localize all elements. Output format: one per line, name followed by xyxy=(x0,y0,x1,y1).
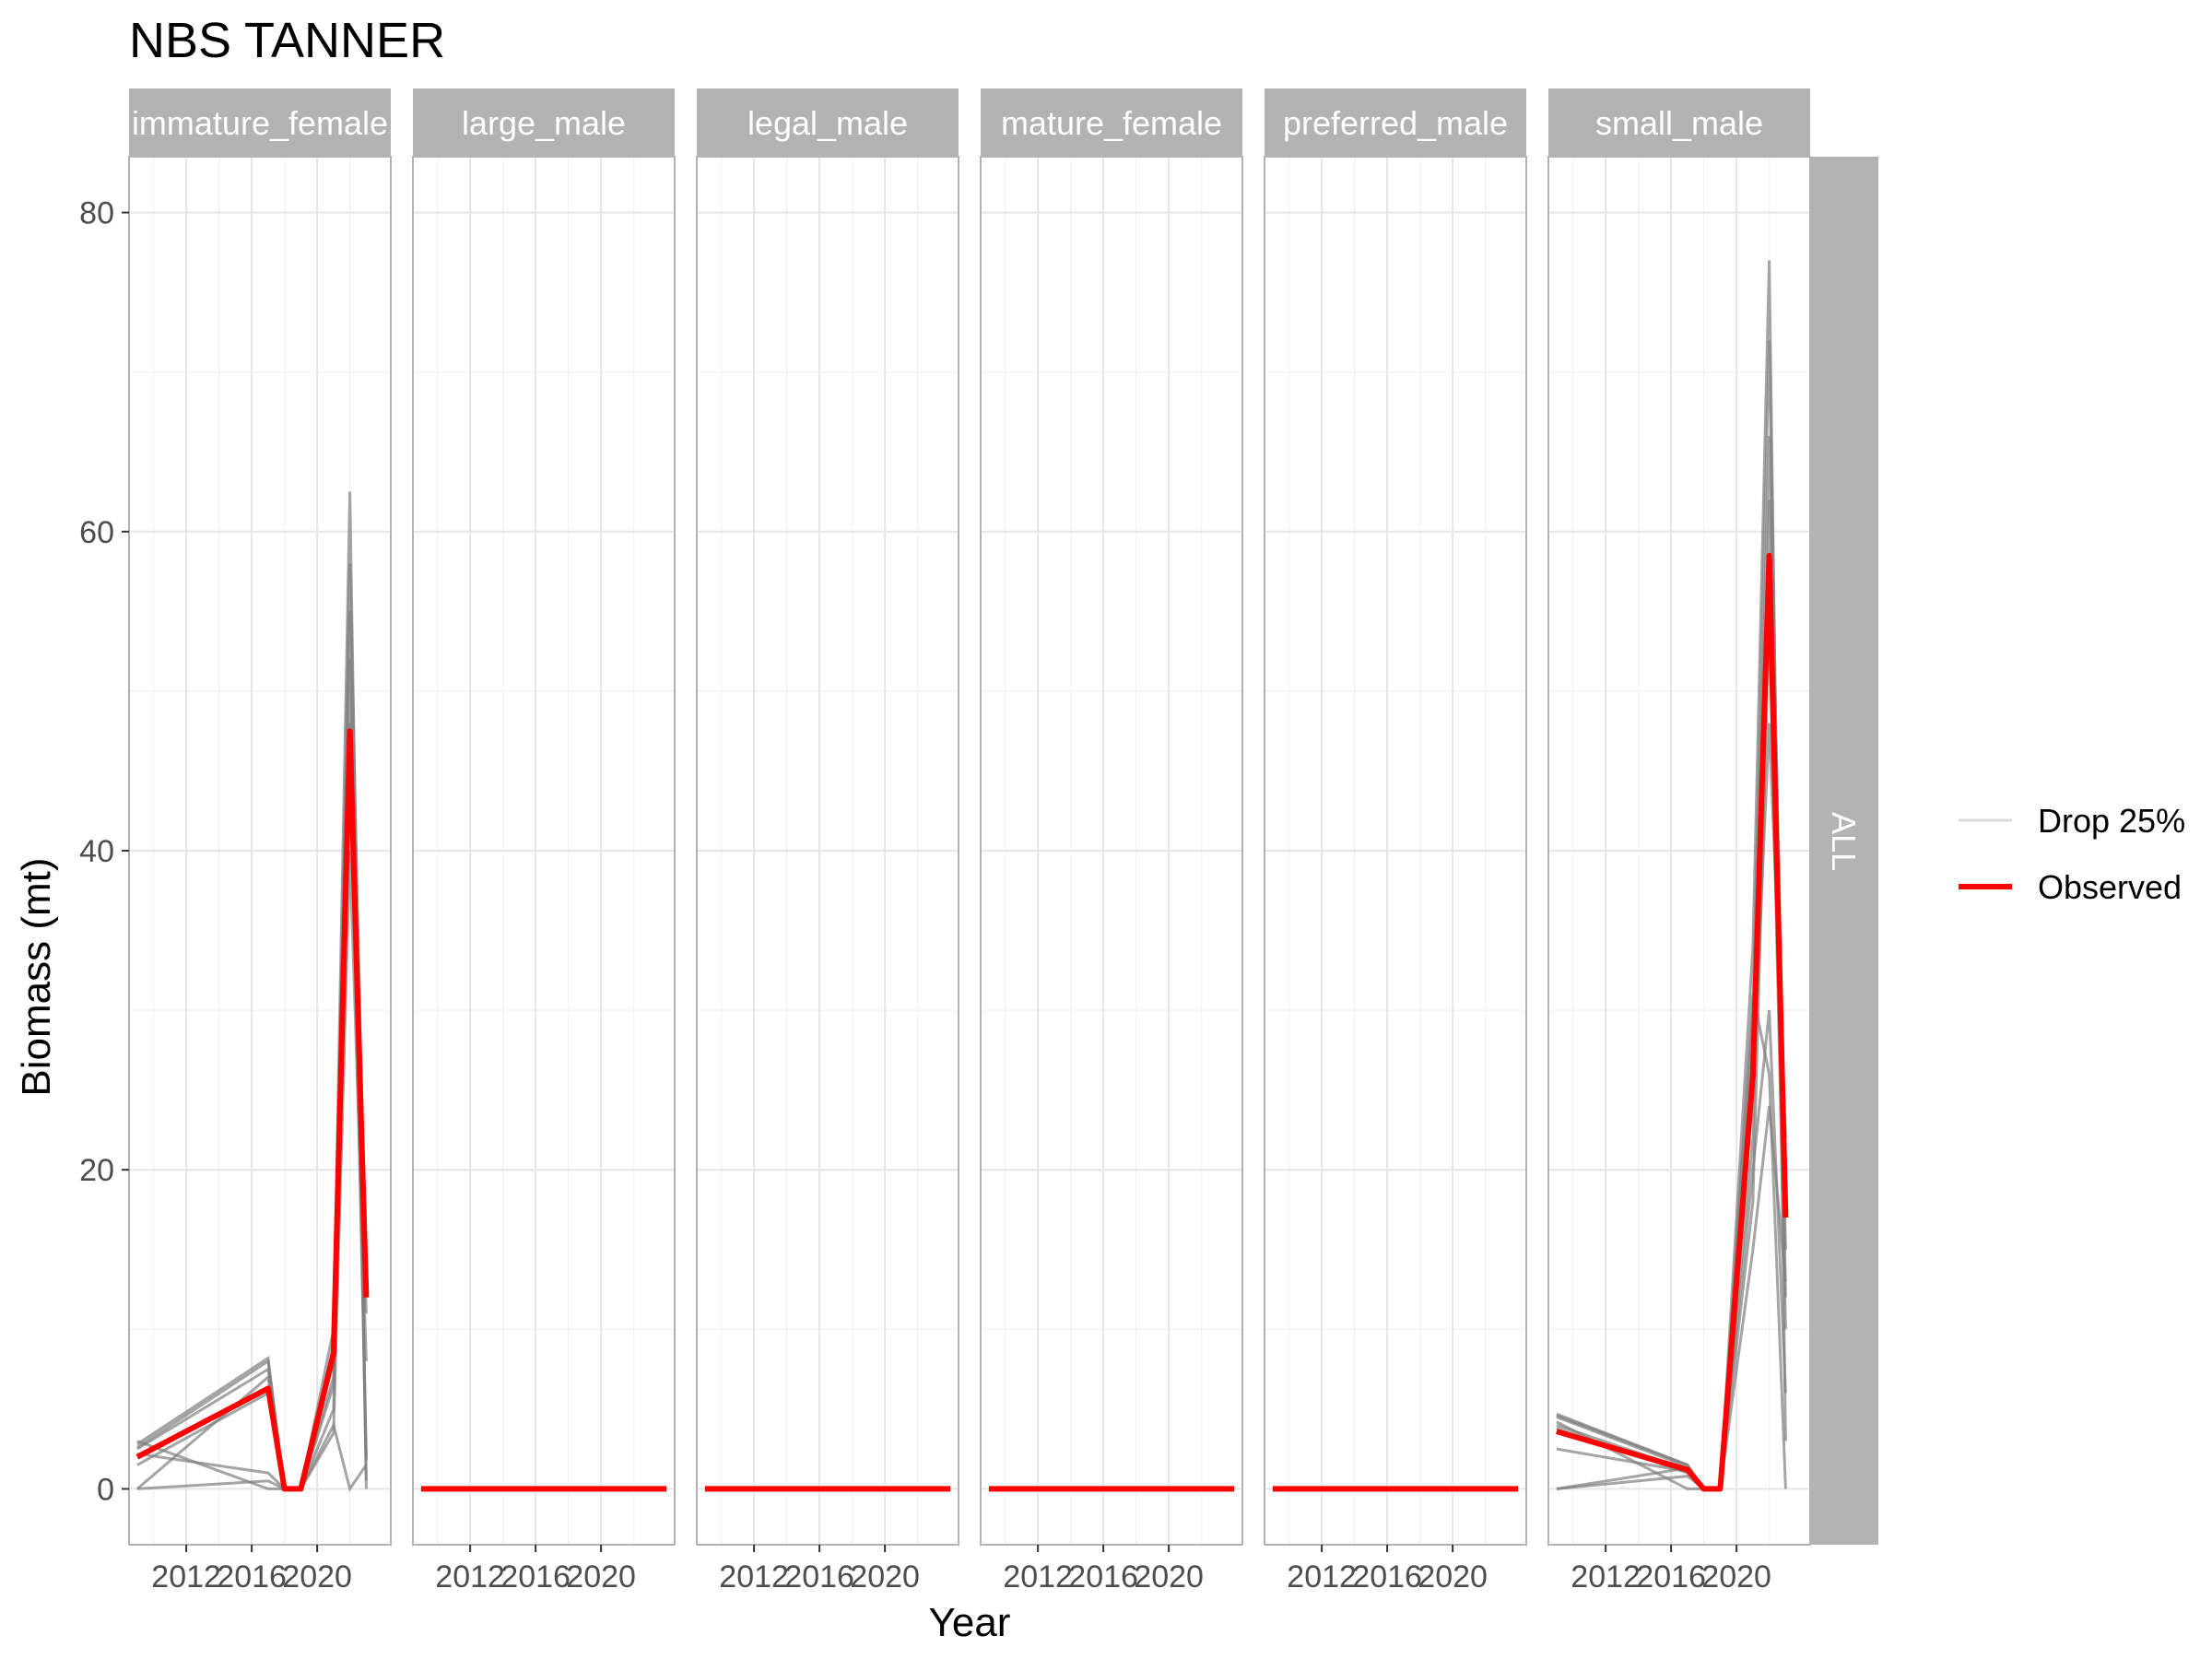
observed-series-line xyxy=(1556,552,1789,1492)
x-tick-label: 2016 xyxy=(500,1559,571,1594)
facet-strip xyxy=(1265,88,1526,157)
x-tick-label: 2020 xyxy=(850,1559,920,1594)
y-tick-label: 60 xyxy=(79,515,114,550)
y-tick-label: 20 xyxy=(79,1153,114,1188)
x-tick-label: 2020 xyxy=(1134,1559,1204,1594)
facet-strip-label: mature_female xyxy=(1001,104,1222,142)
x-tick-label: 2016 xyxy=(217,1559,287,1594)
x-tick-label: 2020 xyxy=(1701,1559,1771,1594)
x-tick-label: 2012 xyxy=(151,1559,221,1594)
x-tick-label: 2020 xyxy=(282,1559,352,1594)
y-tick-label: 0 xyxy=(97,1472,114,1507)
x-tick-label: 2016 xyxy=(1068,1559,1138,1594)
row-strip xyxy=(1810,157,1878,1545)
x-tick-label: 2020 xyxy=(566,1559,636,1594)
facet-strip-label: legal_male xyxy=(747,104,908,142)
x-tick-label: 2012 xyxy=(719,1559,789,1594)
facet-strip xyxy=(129,88,391,157)
x-tick-label: 2016 xyxy=(1352,1559,1422,1594)
facet-strip-label: preferred_male xyxy=(1283,104,1508,142)
facet-strip xyxy=(697,88,959,157)
observed-series-line xyxy=(135,728,370,1492)
x-tick-label: 2016 xyxy=(1636,1559,1706,1594)
row-strip-label: ALL xyxy=(1825,812,1863,871)
facet-strip-label: large_male xyxy=(462,104,626,142)
legend-item: Observed xyxy=(1959,868,2182,906)
y-tick-label: 80 xyxy=(79,196,114,231)
facet-strip xyxy=(413,88,675,157)
x-axis-title: Year xyxy=(929,1600,1011,1645)
x-tick-label: 2012 xyxy=(1287,1559,1357,1594)
y-tick-label: 40 xyxy=(79,834,114,869)
facet-strip xyxy=(981,88,1242,157)
legend-item: Drop 25% xyxy=(1959,802,2185,840)
x-tick-label: 2012 xyxy=(435,1559,505,1594)
x-tick-label: 2012 xyxy=(1003,1559,1073,1594)
legend-label: Drop 25% xyxy=(2038,802,2185,840)
y-axis-title: Biomass (mt) xyxy=(14,857,59,1096)
legend-label: Observed xyxy=(2038,868,2182,906)
facet-strip-label: small_male xyxy=(1595,104,1763,142)
x-tick-label: 2020 xyxy=(1418,1559,1488,1594)
chart-title: NBS TANNER xyxy=(129,13,445,68)
facet-strip-label: immature_female xyxy=(132,104,388,142)
facet-strip xyxy=(1548,88,1810,157)
x-tick-label: 2012 xyxy=(1571,1559,1641,1594)
x-tick-label: 2016 xyxy=(784,1559,854,1594)
